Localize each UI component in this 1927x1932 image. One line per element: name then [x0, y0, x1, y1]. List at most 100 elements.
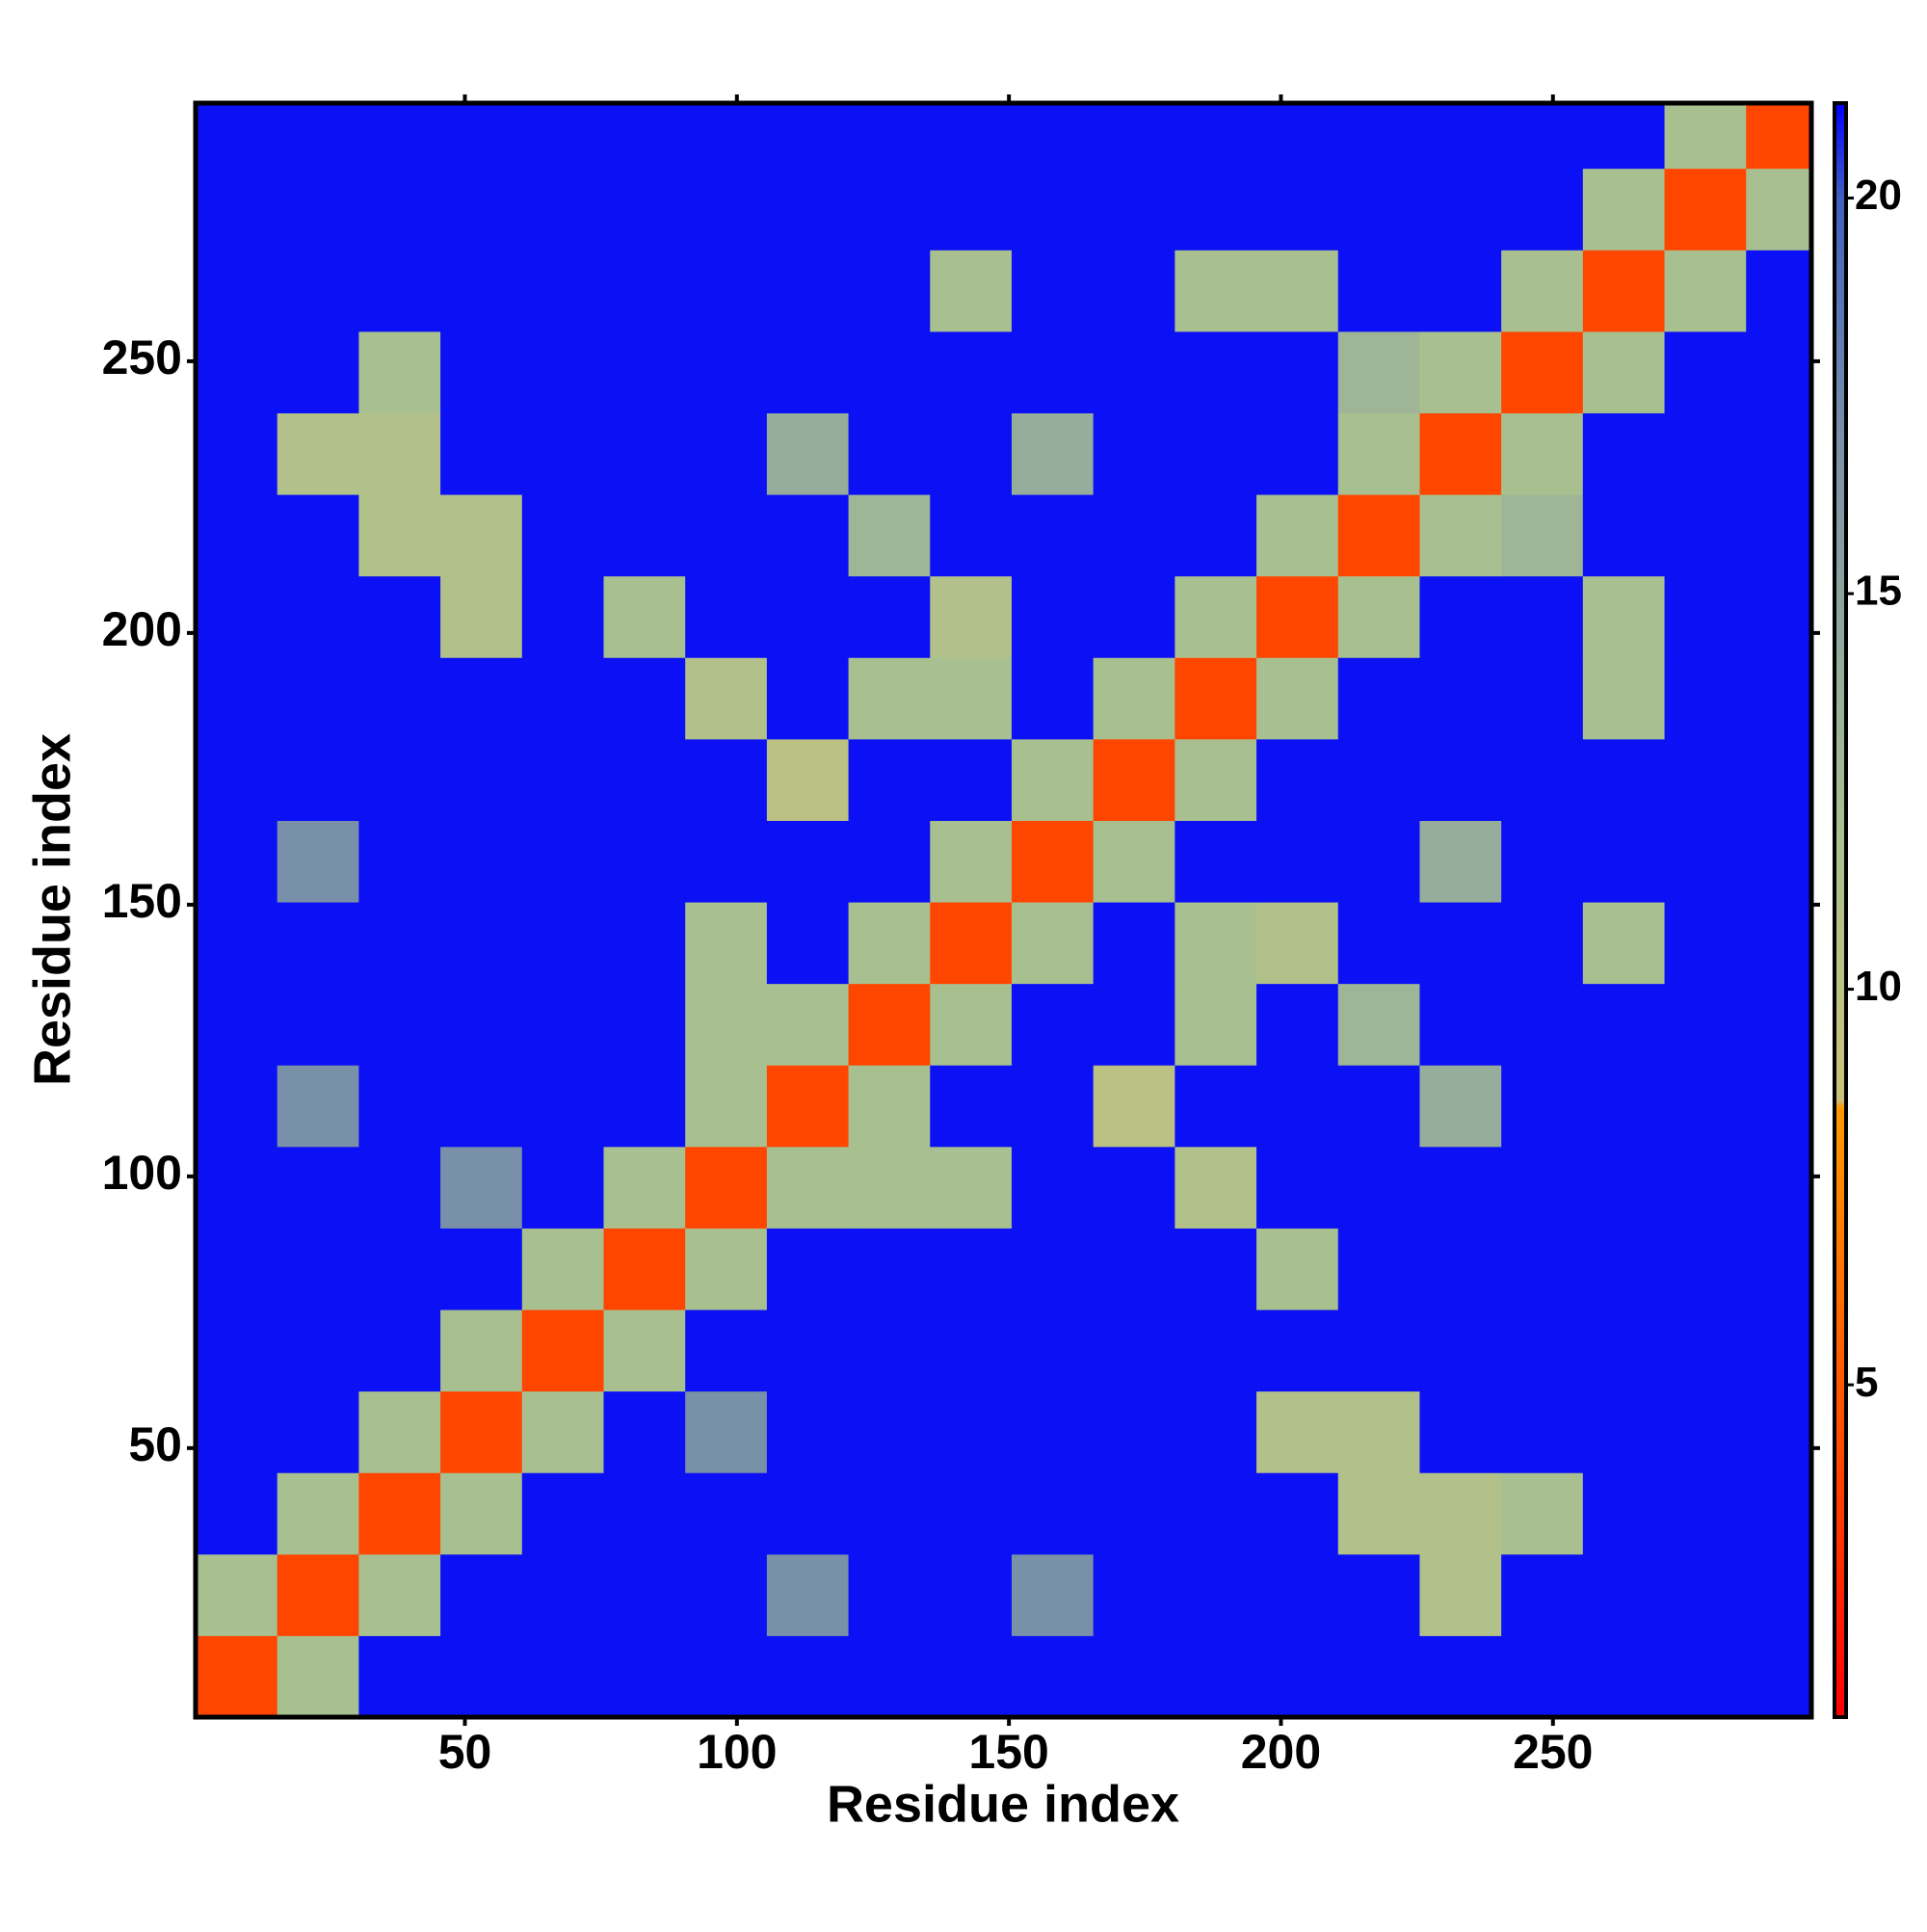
- heatmap-cell: [1664, 1472, 1747, 1555]
- heatmap-cell: [521, 575, 604, 658]
- heatmap-cell: [1501, 1228, 1584, 1310]
- heatmap-cell: [440, 902, 523, 985]
- heatmap-cell: [521, 412, 604, 495]
- heatmap-cell: [277, 1065, 359, 1148]
- heatmap-cell: [603, 331, 686, 413]
- heatmap-cell: [521, 983, 604, 1066]
- heatmap-cell: [1501, 738, 1584, 821]
- heatmap-cell: [440, 1553, 523, 1636]
- heatmap-cell: [685, 1635, 768, 1718]
- heatmap-cell: [1256, 494, 1339, 577]
- heatmap-cell: [1664, 250, 1747, 332]
- heatmap-cell: [196, 494, 278, 577]
- heatmap-cell: [1664, 331, 1747, 413]
- heatmap-cell: [1256, 657, 1339, 740]
- heatmap-cell: [603, 902, 686, 985]
- heatmap-cell: [521, 1390, 604, 1473]
- heatmap-cell: [1175, 331, 1257, 413]
- heatmap-cell: [1175, 1065, 1257, 1148]
- heatmap-cell: [1746, 1310, 1812, 1392]
- heatmap-cell: [685, 983, 768, 1066]
- heatmap-cell: [1746, 820, 1812, 903]
- heatmap-cell: [1256, 575, 1339, 658]
- heatmap-cell: [1501, 820, 1584, 903]
- heatmap-cell: [196, 902, 278, 985]
- heatmap-cell: [1256, 983, 1339, 1066]
- heatmap-cell: [1419, 1635, 1502, 1718]
- heatmap-cell: [685, 103, 768, 170]
- heatmap-cell: [603, 738, 686, 821]
- heatmap-cell: [1501, 331, 1584, 413]
- heatmap-cell: [685, 1146, 768, 1229]
- heatmap-cell: [930, 1146, 1013, 1229]
- heatmap-cell: [930, 1390, 1013, 1473]
- heatmap-cell: [685, 331, 768, 413]
- heatmap-cell: [930, 1065, 1013, 1148]
- heatmap-cell: [440, 103, 523, 170]
- heatmap-cell: [848, 331, 931, 413]
- heatmap-cell: [1256, 1635, 1339, 1718]
- heatmap-cell: [1664, 1390, 1747, 1473]
- heatmap-cell: [1664, 1553, 1747, 1636]
- heatmap-cell: [1419, 494, 1502, 577]
- heatmap-cell: [603, 168, 686, 251]
- heatmap-cell: [1664, 168, 1747, 251]
- heatmap-cell: [521, 103, 604, 170]
- heatmap-cell: [1093, 575, 1175, 658]
- heatmap-cell: [1664, 983, 1747, 1066]
- heatmap-cell: [1175, 494, 1257, 577]
- heatmap-cell: [930, 331, 1013, 413]
- heatmap-cell: [1011, 1146, 1095, 1229]
- heatmap-cell: [1664, 1635, 1747, 1718]
- heatmap-cell: [1011, 657, 1095, 740]
- heatmap-cell: [1501, 103, 1584, 170]
- heatmap-cell: [1175, 1472, 1257, 1555]
- heatmap-cell: [1093, 1310, 1175, 1392]
- heatmap-cell: [1337, 1472, 1420, 1555]
- heatmap-cell: [358, 1472, 441, 1555]
- heatmap-cell: [1093, 1146, 1175, 1229]
- heatmap-cell: [1256, 1065, 1339, 1148]
- heatmap-cell: [766, 1065, 850, 1148]
- heatmap-cell: [358, 738, 441, 821]
- heatmap-cell: [1582, 168, 1666, 251]
- heatmap-cell: [196, 657, 278, 740]
- heatmap-cell: [1501, 575, 1584, 658]
- heatmap-cell: [1011, 103, 1095, 170]
- heatmap-cell: [1175, 983, 1257, 1066]
- heatmap-cell: [1093, 1472, 1175, 1555]
- heatmap-cell: [1011, 1390, 1095, 1473]
- heatmap-cell: [766, 1390, 850, 1473]
- heatmap-cell: [1501, 494, 1584, 577]
- heatmap-cell: [1011, 820, 1095, 903]
- heatmap-cell: [1011, 1310, 1095, 1392]
- heatmap-cell: [603, 103, 686, 170]
- heatmap-cell: [1093, 494, 1175, 577]
- heatmap-cell: [196, 738, 278, 821]
- heatmap-cell: [766, 820, 850, 903]
- heatmap-cell: [277, 331, 359, 413]
- heatmap-cell: [358, 103, 441, 170]
- heatmap-cell: [603, 1065, 686, 1148]
- heatmap-cell: [1501, 1635, 1584, 1718]
- heatmap-cell: [685, 1553, 768, 1636]
- heatmap-cell: [766, 1472, 850, 1555]
- heatmap-cell: [1011, 1635, 1095, 1718]
- heatmap-cell: [196, 1553, 278, 1636]
- heatmap-cell: [1419, 820, 1502, 903]
- heatmap-cell: [1175, 1553, 1257, 1636]
- heatmap-cell: [277, 1553, 359, 1636]
- heatmap-cell: [277, 1635, 359, 1718]
- heatmap-cell: [848, 902, 931, 985]
- heatmap-cell: [766, 657, 850, 740]
- heatmap-cell: [440, 412, 523, 495]
- x-tick-label: 50: [438, 1725, 492, 1779]
- heatmap-cell: [930, 250, 1013, 332]
- heatmap-cell: [1664, 1146, 1747, 1229]
- heatmap-cell: [440, 738, 523, 821]
- heatmap-cell: [1501, 657, 1584, 740]
- heatmap-cell: [521, 657, 604, 740]
- heatmap-cell: [277, 103, 359, 170]
- heatmap-cell: [521, 331, 604, 413]
- heatmap-cell: [358, 494, 441, 577]
